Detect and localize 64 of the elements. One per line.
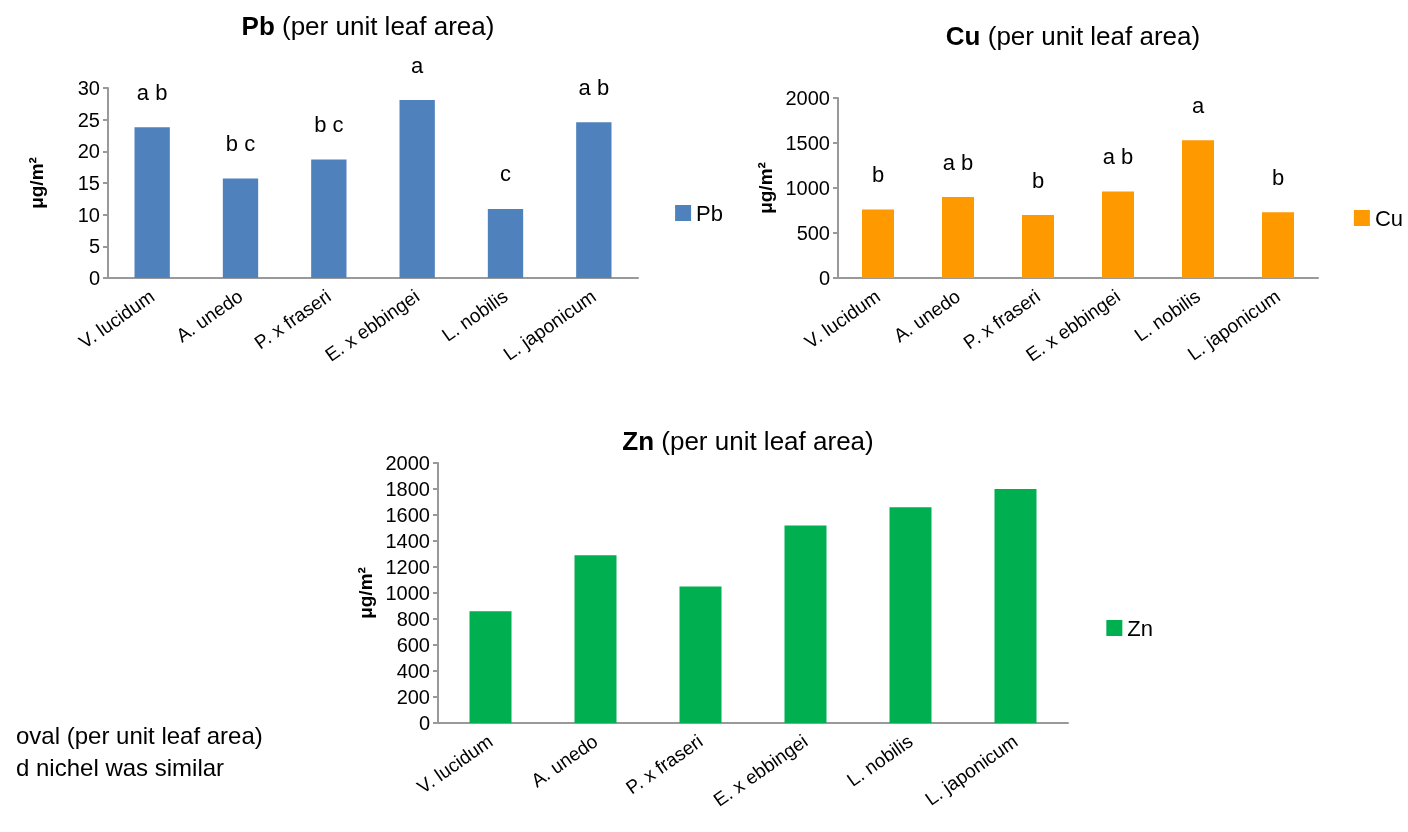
bar xyxy=(222,178,259,278)
y-tick-label: 30 xyxy=(77,77,100,99)
bar xyxy=(1262,212,1294,278)
bar xyxy=(311,159,347,278)
bar xyxy=(487,208,524,278)
bar xyxy=(1102,191,1134,278)
bar xyxy=(784,525,827,723)
y-tick-label: 400 xyxy=(396,660,430,682)
annotation: c xyxy=(500,161,511,187)
y-tick-label: 20 xyxy=(77,140,100,163)
y-tick-label: 0 xyxy=(818,267,830,289)
bar xyxy=(576,122,612,278)
bar xyxy=(574,555,617,723)
annotation: a b xyxy=(1102,144,1134,170)
y-tick-label: 1600 xyxy=(385,504,430,526)
legend-label: Pb xyxy=(696,200,724,226)
annotation: a xyxy=(1191,92,1205,118)
text: d nichel was similar xyxy=(16,753,226,783)
y-tick-label: 25 xyxy=(77,108,100,131)
annotation: b c xyxy=(314,112,344,138)
y-tick-label: 1800 xyxy=(385,478,430,500)
text: oval (per unit leaf area) xyxy=(16,721,263,751)
bar xyxy=(469,611,512,723)
chart-title: Cu (per unit leaf area) xyxy=(945,21,1201,51)
bar xyxy=(889,507,932,723)
bar xyxy=(1182,140,1214,278)
y-tick-label: 2000 xyxy=(785,87,830,109)
y-tick-label: 800 xyxy=(396,608,430,630)
bar xyxy=(1022,215,1054,278)
y-tick-label: 5 xyxy=(88,235,100,258)
legend-label: Zn xyxy=(1127,615,1154,641)
annotation: a b xyxy=(578,74,610,100)
bar xyxy=(942,197,974,278)
y-tick-label: 1500 xyxy=(785,132,830,154)
bar xyxy=(679,586,722,723)
bar xyxy=(862,209,894,278)
y-tick-label: 200 xyxy=(396,686,430,708)
y-tick-label: 1000 xyxy=(785,177,830,199)
bar xyxy=(994,489,1037,723)
annotation: b xyxy=(1031,167,1045,193)
y-tick-label: 10 xyxy=(77,203,100,226)
annotation: a xyxy=(411,52,425,78)
y-tick-label: 600 xyxy=(396,634,430,656)
chart-title: Pb (per unit leaf area) xyxy=(241,11,495,41)
y-tick-label: 1400 xyxy=(385,530,430,552)
y-tick-label: 0 xyxy=(88,267,100,289)
legend-label: Cu xyxy=(1374,205,1403,231)
annotation: b c xyxy=(225,131,256,157)
annotation: a b xyxy=(942,149,974,175)
y-tick-label: 500 xyxy=(796,222,830,244)
y-tick-label: 1000 xyxy=(385,582,430,604)
chart-title: Zn (per unit leaf area) xyxy=(622,426,874,456)
y-tick-label: 15 xyxy=(77,172,100,194)
bar xyxy=(134,127,170,278)
annotation: b xyxy=(1271,164,1285,190)
y-tick-label: 2000 xyxy=(385,452,430,474)
y-tick-label: 1200 xyxy=(385,556,430,578)
y-axis-title: μg/m² xyxy=(754,162,776,214)
annotation: a b xyxy=(136,79,168,105)
y-axis-title: μg/m² xyxy=(354,567,376,619)
annotation: b xyxy=(871,162,885,188)
bar xyxy=(399,100,435,278)
y-axis-title: μg/m² xyxy=(26,157,47,209)
y-tick-label: 0 xyxy=(418,712,430,734)
